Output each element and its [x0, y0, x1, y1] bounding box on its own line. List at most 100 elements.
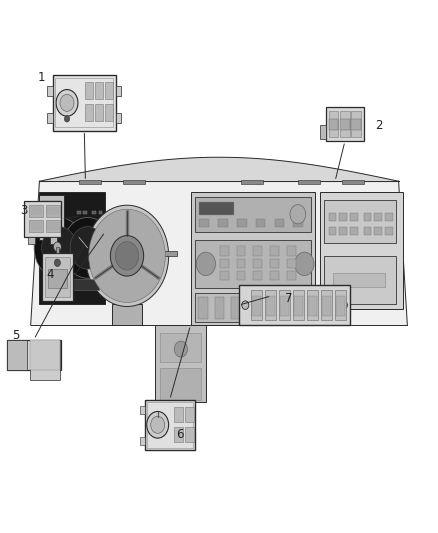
Bar [55, 78, 113, 127]
Bar [7, 340, 61, 370]
Circle shape [63, 217, 113, 278]
Bar [47, 113, 53, 123]
Bar [48, 211, 52, 214]
Bar [220, 271, 229, 280]
Bar [339, 227, 347, 235]
Bar [42, 229, 60, 236]
Bar [351, 119, 361, 130]
Bar [140, 406, 145, 414]
Bar [85, 104, 93, 121]
Bar [55, 211, 59, 214]
Bar [185, 427, 194, 442]
Bar [252, 296, 261, 316]
Bar [112, 304, 142, 325]
Bar [44, 279, 99, 290]
Bar [42, 253, 73, 301]
Bar [350, 213, 358, 221]
Bar [29, 220, 43, 232]
Text: 7: 7 [285, 292, 293, 305]
Bar [350, 227, 358, 235]
Bar [280, 296, 289, 316]
Bar [308, 296, 317, 316]
Bar [237, 259, 245, 268]
Bar [39, 195, 64, 240]
Bar [293, 219, 303, 227]
Circle shape [174, 341, 187, 357]
Bar [195, 293, 311, 322]
Bar [298, 180, 320, 184]
Bar [195, 240, 311, 288]
Bar [42, 220, 60, 227]
Text: 1: 1 [38, 71, 46, 84]
Bar [116, 86, 121, 96]
Bar [265, 297, 274, 319]
Bar [123, 180, 145, 184]
Bar [83, 211, 87, 214]
Bar [160, 368, 201, 400]
Bar [220, 246, 229, 256]
Circle shape [53, 242, 61, 252]
Circle shape [34, 217, 84, 278]
Circle shape [242, 301, 249, 309]
Circle shape [64, 116, 70, 122]
Bar [30, 340, 60, 370]
Circle shape [85, 205, 169, 306]
Bar [320, 125, 326, 139]
Bar [340, 111, 350, 137]
Bar [270, 271, 279, 280]
Bar [42, 211, 60, 217]
Bar [251, 290, 262, 320]
Text: 4: 4 [46, 268, 54, 281]
Text: 3: 3 [21, 204, 28, 217]
Bar [155, 325, 206, 402]
Bar [215, 297, 224, 319]
Bar [53, 75, 116, 131]
Circle shape [54, 259, 60, 266]
Bar [298, 297, 307, 319]
Circle shape [290, 205, 306, 224]
Bar [237, 271, 245, 280]
Bar [342, 180, 364, 184]
Bar [248, 297, 258, 319]
Circle shape [56, 90, 78, 116]
Bar [185, 407, 194, 422]
Bar [85, 82, 93, 99]
Bar [158, 251, 177, 256]
Text: 2: 2 [375, 119, 383, 132]
Bar [287, 271, 296, 280]
Bar [275, 219, 284, 227]
Bar [46, 205, 60, 217]
Bar [294, 296, 303, 316]
Bar [39, 192, 105, 304]
Bar [220, 259, 229, 268]
Bar [29, 205, 43, 217]
Bar [191, 192, 315, 325]
Bar [266, 296, 275, 316]
Bar [374, 227, 382, 235]
Bar [321, 290, 332, 320]
Bar [24, 201, 61, 237]
Circle shape [115, 241, 139, 270]
Bar [326, 107, 364, 141]
Bar [328, 227, 336, 235]
Bar [145, 400, 195, 450]
Bar [30, 340, 60, 380]
Bar [335, 290, 346, 320]
Bar [147, 402, 193, 448]
Bar [256, 219, 265, 227]
Bar [293, 290, 304, 320]
Bar [328, 111, 338, 137]
Bar [281, 297, 291, 319]
Bar [77, 252, 101, 259]
Bar [322, 296, 331, 316]
Bar [7, 340, 27, 370]
Bar [340, 119, 350, 130]
Bar [50, 237, 57, 244]
Bar [324, 256, 396, 304]
Circle shape [295, 252, 314, 276]
Bar [265, 290, 276, 320]
Bar [46, 220, 60, 232]
Bar [279, 290, 290, 320]
Bar [374, 213, 382, 221]
Bar [385, 227, 393, 235]
